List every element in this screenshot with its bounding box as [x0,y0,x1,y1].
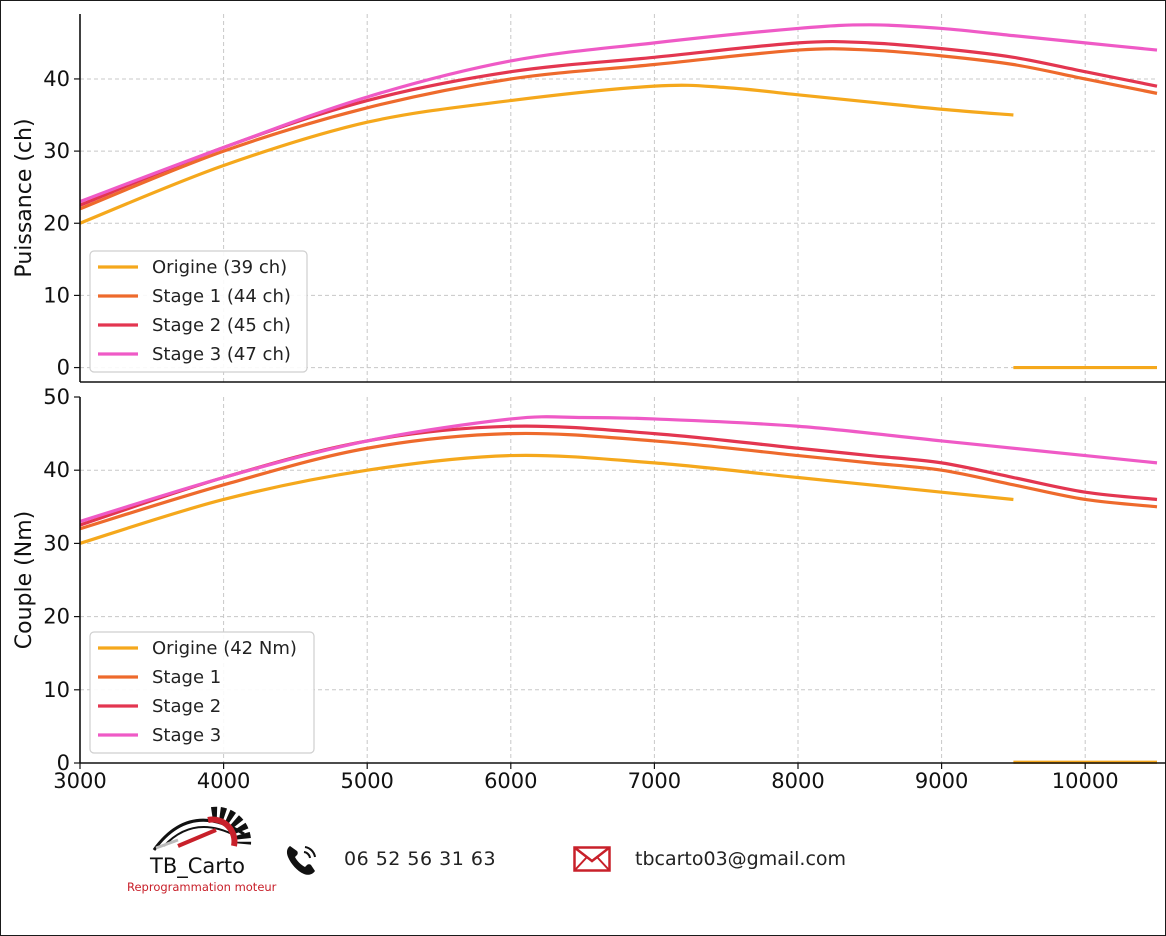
brand-tagline: Reprogrammation moteur [127,880,277,894]
y-tick-label: 20 [43,211,70,235]
legend-label: Stage 3 [152,725,221,746]
legend-label: Stage 2 [152,696,221,717]
y-tick-label: 10 [43,283,70,307]
dyno-charts: 0 10 20 30 40 Puissance (ch) Origine (39 ch) St… [12,14,1166,793]
y-tick-label: 0 [57,356,70,380]
y-axis-label: Couple (Nm) [12,511,37,649]
envelope-icon [573,846,611,872]
phone-icon [286,846,316,875]
x-tick-label: 7000 [628,769,681,793]
series-line-4 [79,415,1158,523]
series-line-1 [79,83,1014,225]
x-tick-label: 8000 [771,769,824,793]
email-address[interactable]: tbcarto03@gmail.com [635,848,847,870]
chart-panel-1: 0 10 20 30 40 Puissance (ch) Origine (39 ch) St… [12,14,1166,383]
y-axis-label: Puissance (ch) [12,118,37,277]
legend-label: Stage 2 (45 ch) [152,315,291,336]
x-tick-label: 10000 [1052,769,1119,793]
chart-panel-2: 0 10 20 30 40 50 3000 4000 5000 6000 7000 8000 9000 1… [12,385,1166,793]
legend-label: Stage 3 (47 ch) [152,344,291,365]
brand-logo: TB_Carto Reprogrammation moteur [120,800,280,900]
x-tick-label: 4000 [197,769,250,793]
y-tick-label: 30 [43,531,70,555]
y-tick-label: 10 [43,678,70,702]
y-tick-label: 0 [57,751,70,775]
phone-number[interactable]: 06 52 56 31 63 [344,848,497,870]
series-line-2 [79,47,1158,211]
legend-label: Stage 1 [152,667,221,688]
legend-label: Origine (42 Nm) [152,638,297,659]
legend-label: Origine (39 ch) [152,257,287,278]
legend: Origine (42 Nm) Stage 1 Stage 2 Stage 3 [89,631,315,754]
y-tick-label: 30 [43,139,70,163]
y-tick-label: 20 [43,605,70,629]
series-line-4 [79,23,1158,204]
y-tick-label: 40 [43,458,70,482]
legend-box [89,250,308,373]
y-tick-label: 50 [43,385,70,409]
legend-label: Stage 1 (44 ch) [152,286,291,307]
legend-box [89,631,315,754]
footer: TB_Carto Reprogrammation moteur 06 52 56… [0,800,1166,936]
x-tick-label: 3000 [53,769,106,793]
x-tick-label: 9000 [915,769,968,793]
x-tick-label: 5000 [340,769,393,793]
series-line-3 [79,39,1158,207]
brand-name: TB_Carto [150,854,245,878]
series-line-1 [79,453,1014,545]
y-tick-label: 40 [43,67,70,91]
series-line-3 [79,424,1158,527]
speedometer-gear-icon [152,806,252,851]
series-line-2 [79,431,1158,531]
x-tick-label: 6000 [484,769,537,793]
legend: Origine (39 ch) Stage 1 (44 ch) Stage 2 (4… [89,250,308,373]
